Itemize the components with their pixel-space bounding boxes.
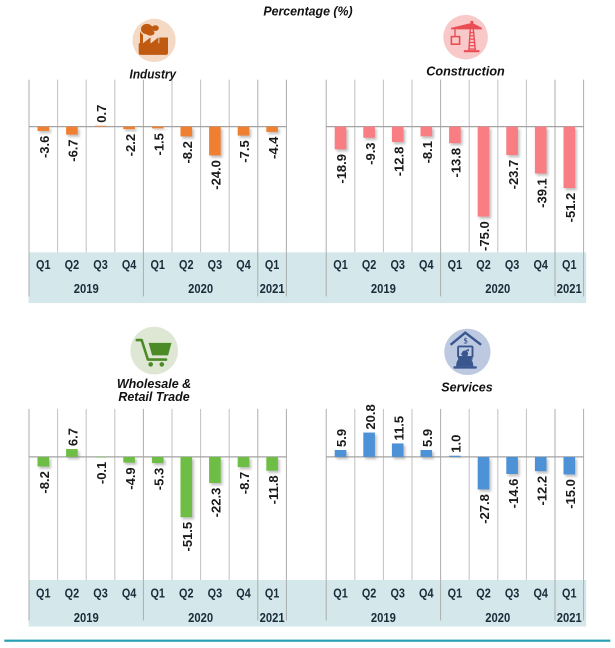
svg-text:-39.1: -39.1	[534, 178, 549, 208]
svg-text:-0.1: -0.1	[94, 462, 109, 484]
svg-text:Q4: Q4	[236, 257, 251, 272]
svg-text:1.0: 1.0	[449, 435, 464, 453]
svg-text:Q2: Q2	[476, 586, 491, 601]
svg-text:Q1: Q1	[150, 257, 165, 272]
svg-text:5.9: 5.9	[334, 429, 349, 447]
svg-text:-8.2: -8.2	[37, 471, 52, 493]
svg-text:Q4: Q4	[236, 586, 251, 601]
svg-text:Q2: Q2	[179, 257, 194, 272]
svg-text:2019: 2019	[74, 610, 99, 625]
svg-text:Q1: Q1	[265, 586, 280, 601]
svg-text:Q4: Q4	[122, 257, 137, 272]
svg-text:2021: 2021	[260, 281, 285, 296]
svg-text:Q3: Q3	[208, 586, 223, 601]
svg-text:-51.2: -51.2	[563, 193, 578, 223]
svg-text:Q2: Q2	[65, 586, 80, 601]
svg-text:Q3: Q3	[208, 257, 223, 272]
svg-text:-22.3: -22.3	[209, 488, 224, 518]
svg-text:-12.2: -12.2	[534, 476, 549, 506]
svg-text:Q4: Q4	[533, 586, 548, 601]
svg-text:20.8: 20.8	[363, 404, 378, 429]
svg-text:-8.1: -8.1	[420, 141, 435, 163]
svg-text:-8.7: -8.7	[237, 472, 252, 494]
svg-text:Q3: Q3	[93, 257, 108, 272]
svg-text:Retail Trade: Retail Trade	[118, 390, 189, 404]
svg-text:-5.3: -5.3	[151, 468, 166, 490]
svg-text:Q1: Q1	[333, 257, 348, 272]
svg-text:0.7: 0.7	[94, 105, 109, 123]
svg-text:Q1: Q1	[150, 586, 165, 601]
svg-text:$: $	[464, 337, 468, 346]
svg-text:2021: 2021	[557, 281, 582, 296]
svg-text:Q1: Q1	[448, 586, 463, 601]
svg-text:-9.3: -9.3	[363, 142, 378, 164]
svg-text:Q1: Q1	[562, 586, 577, 601]
svg-text:Q3: Q3	[390, 586, 405, 601]
svg-text:2020: 2020	[485, 281, 510, 296]
svg-text:2021: 2021	[557, 610, 582, 625]
svg-text:Q4: Q4	[533, 257, 548, 272]
svg-text:-1.5: -1.5	[151, 133, 166, 155]
svg-text:-3.6: -3.6	[37, 136, 52, 158]
svg-text:-23.7: -23.7	[506, 160, 521, 190]
svg-text:-75.0: -75.0	[477, 221, 492, 251]
svg-text:-15.0: -15.0	[563, 479, 578, 509]
svg-text:Q2: Q2	[476, 257, 491, 272]
svg-text:Q3: Q3	[505, 257, 520, 272]
svg-text:Q1: Q1	[265, 257, 280, 272]
svg-text:2019: 2019	[371, 610, 396, 625]
svg-text:6.7: 6.7	[66, 428, 81, 446]
svg-text:Q4: Q4	[122, 586, 137, 601]
svg-text:Industry: Industry	[130, 67, 177, 81]
svg-text:Q1: Q1	[448, 257, 463, 272]
svg-text:Services: Services	[441, 381, 492, 395]
svg-text:Q2: Q2	[179, 586, 194, 601]
svg-text:Wholesale &: Wholesale &	[117, 377, 191, 391]
svg-text:Q4: Q4	[419, 586, 434, 601]
svg-text:2020: 2020	[485, 610, 510, 625]
svg-text:Q1: Q1	[333, 586, 348, 601]
svg-text:-14.6: -14.6	[506, 479, 521, 509]
svg-text:-11.8: -11.8	[266, 475, 281, 504]
svg-text:-4.9: -4.9	[123, 467, 138, 489]
svg-text:-7.5: -7.5	[237, 140, 252, 162]
svg-text:2020: 2020	[188, 610, 213, 625]
svg-text:-2.2: -2.2	[123, 134, 138, 156]
svg-text:-4.4: -4.4	[266, 136, 281, 159]
svg-text:-24.0: -24.0	[209, 160, 224, 190]
svg-text:Construction: Construction	[426, 65, 505, 79]
svg-text:Q2: Q2	[65, 257, 80, 272]
svg-text:-27.8: -27.8	[477, 494, 492, 524]
svg-text:-51.5: -51.5	[180, 522, 195, 552]
svg-text:2020: 2020	[188, 281, 213, 296]
svg-text:11.5: 11.5	[391, 416, 406, 441]
svg-text:-8.2: -8.2	[180, 141, 195, 163]
svg-text:Q2: Q2	[362, 257, 377, 272]
svg-text:Q2: Q2	[362, 586, 377, 601]
svg-text:Q1: Q1	[562, 257, 577, 272]
svg-text:2021: 2021	[260, 610, 285, 625]
svg-text:Q3: Q3	[390, 257, 405, 272]
svg-text:-13.8: -13.8	[449, 148, 464, 178]
svg-text:-6.7: -6.7	[66, 139, 81, 161]
svg-text:Percentage (%): Percentage (%)	[263, 3, 352, 18]
svg-text:Q1: Q1	[36, 257, 51, 272]
svg-text:Q3: Q3	[505, 586, 520, 601]
svg-text:Q3: Q3	[93, 586, 108, 601]
svg-text:5.9: 5.9	[420, 429, 435, 447]
svg-text:-12.8: -12.8	[391, 147, 406, 177]
svg-text:2019: 2019	[74, 281, 99, 296]
svg-text:Q4: Q4	[419, 257, 434, 272]
svg-text:2019: 2019	[371, 281, 396, 296]
svg-text:-18.9: -18.9	[334, 154, 349, 184]
svg-text:Q1: Q1	[36, 586, 51, 601]
